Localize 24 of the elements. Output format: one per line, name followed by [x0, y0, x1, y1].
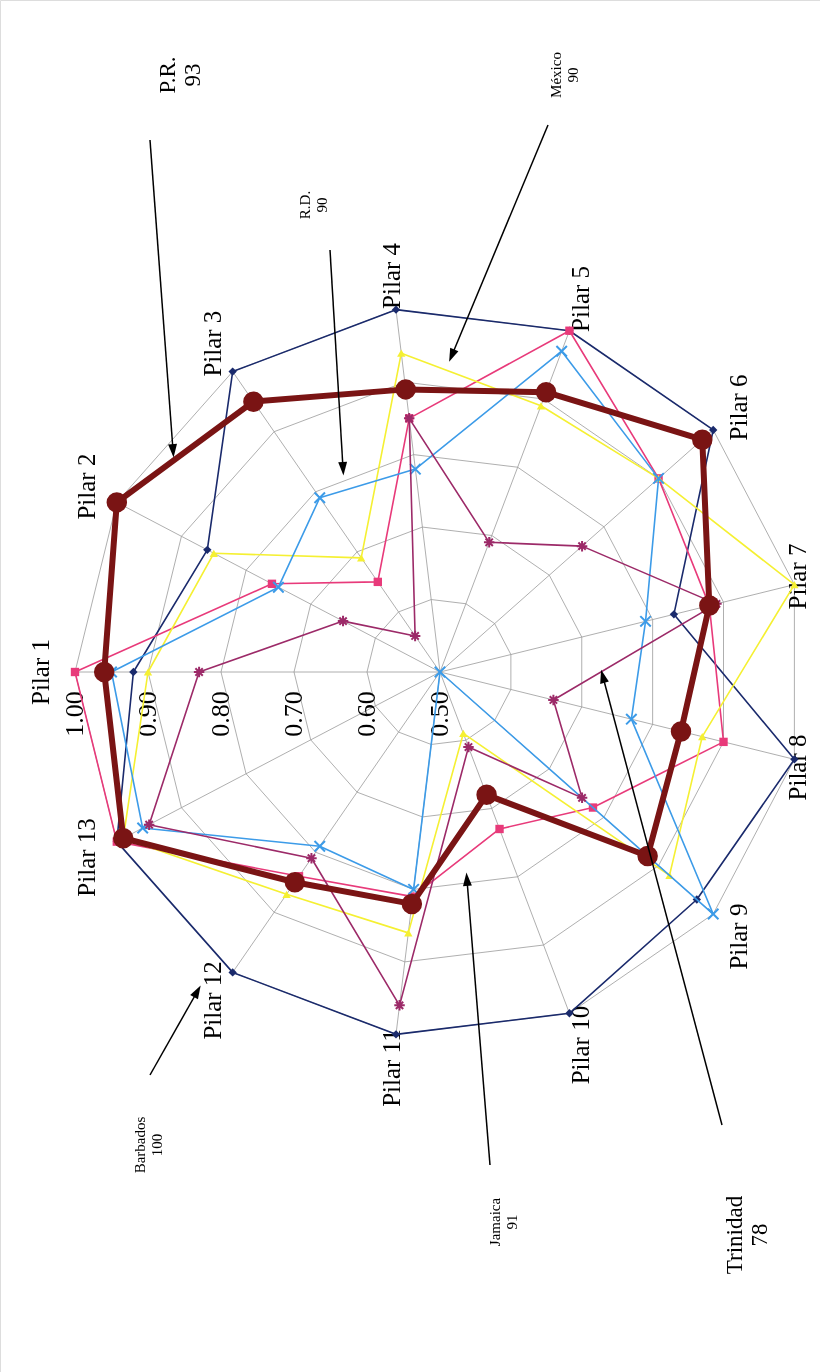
spoke-label: Pilar 5: [567, 265, 595, 332]
y-tick-label: 0.80: [206, 691, 235, 737]
y-tick-label: 1.00: [60, 691, 89, 737]
spoke-label: Pilar 4: [377, 242, 405, 309]
text: P.R. 93: [155, 56, 205, 94]
spoke-label: Pilar 7: [784, 543, 811, 610]
spoke-label: Pilar 8: [784, 734, 811, 801]
text: Barbados 100: [132, 1116, 165, 1174]
text: México 90: [548, 52, 581, 98]
spoke-label: Pilar 6: [724, 374, 752, 441]
spoke-label: Pilar 3: [199, 310, 227, 377]
spoke-label: Pilar 13: [72, 818, 100, 897]
spoke-label: Pilar 2: [72, 453, 100, 520]
text: R.D. 90: [297, 190, 330, 220]
y-tick-label: 0.70: [279, 691, 308, 737]
text: Trinidad 78: [722, 1195, 772, 1275]
text: Jamaica 91: [487, 1197, 520, 1247]
spoke-label: Pilar 10: [567, 1005, 595, 1085]
spoke-label: Pilar 9: [724, 903, 752, 970]
y-tick-label: 0.50: [425, 691, 454, 737]
y-tick-label: 0.60: [352, 691, 381, 737]
spoke-label: Pilar 12: [199, 961, 227, 1040]
y-tick-label: 0.90: [133, 691, 162, 737]
spoke-label: Pilar 1: [27, 639, 54, 705]
